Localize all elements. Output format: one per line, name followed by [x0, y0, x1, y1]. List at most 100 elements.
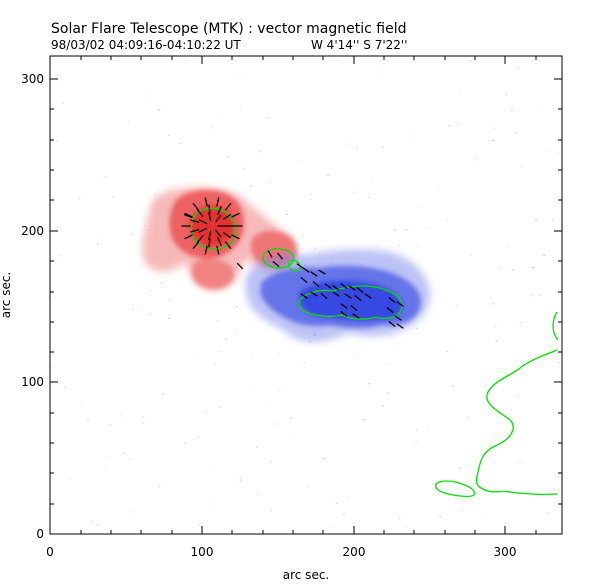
field-vector	[388, 321, 396, 327]
field-vector	[344, 293, 352, 299]
x-tick-label-0: 0	[46, 545, 54, 559]
noise-speckle	[452, 385, 455, 387]
noise-speckle	[270, 510, 272, 512]
noise-speckle	[214, 363, 217, 365]
noise-speckle	[270, 461, 272, 463]
noise-speckle	[97, 243, 99, 245]
noise-speckle	[467, 417, 470, 419]
noise-speckle	[519, 461, 521, 463]
noise-speckle	[371, 178, 373, 180]
field-vector	[192, 202, 199, 211]
noise-speckle	[239, 78, 241, 80]
field-vector	[225, 241, 232, 250]
field-vector	[217, 237, 222, 246]
y-tick-label-300: 300	[21, 72, 44, 86]
field-vector	[354, 295, 362, 301]
noise-speckle	[239, 477, 242, 479]
noise-speckle	[356, 147, 358, 149]
noise-speckle	[197, 352, 199, 354]
noise-speckle	[58, 255, 61, 257]
noise-speckle	[510, 109, 513, 111]
noise-speckle	[456, 123, 458, 125]
noise-speckle	[257, 493, 258, 495]
noise-speckle	[132, 511, 135, 513]
field-vector	[190, 229, 200, 233]
noise-speckle	[169, 300, 171, 302]
field-vector	[208, 230, 212, 240]
field-vector	[340, 283, 348, 289]
field-vector	[198, 227, 208, 233]
noise-speckle	[314, 247, 316, 249]
noise-speckle	[458, 92, 461, 94]
y-axis-title: arc sec.	[0, 272, 13, 318]
field-vector	[386, 307, 394, 313]
noise-speckle	[250, 357, 252, 359]
noise-speckle	[405, 526, 407, 528]
noise-speckle	[428, 227, 430, 229]
noise-speckle	[161, 393, 164, 395]
noise-speckle	[63, 386, 65, 388]
noise-speckle	[335, 502, 338, 504]
observation-datetime: 98/03/02 04:09:16-04:10:22 UT	[51, 38, 241, 52]
noise-speckle	[101, 239, 103, 241]
noise-speckle	[130, 233, 133, 235]
noise-speckle	[149, 289, 151, 291]
noise-speckle	[386, 363, 387, 365]
noise-speckle	[404, 229, 407, 231]
field-vector	[208, 204, 211, 214]
noise-speckle	[140, 284, 142, 285]
noise-speckle	[446, 350, 449, 352]
noise-speckle	[184, 442, 187, 444]
noise-speckle	[390, 335, 393, 337]
plot-frame	[49, 55, 563, 535]
noise-speckle	[218, 406, 221, 408]
field-vector	[352, 313, 360, 319]
noise-speckle	[394, 229, 397, 231]
noise-speckle	[548, 483, 550, 485]
x-tick-marks	[49, 56, 537, 534]
noise-speckle	[470, 254, 472, 256]
noise-speckle	[495, 340, 498, 342]
noise-speckle	[185, 60, 187, 61]
noise-speckle	[507, 245, 509, 247]
noise-speckle	[104, 469, 106, 471]
noise-speckle	[517, 394, 520, 396]
noise-speckle	[216, 320, 219, 322]
noise-speckle	[368, 383, 371, 385]
field-vector	[296, 263, 304, 269]
noise-speckle	[445, 220, 448, 222]
noise-speckle	[489, 392, 490, 393]
field-vector	[340, 311, 348, 317]
transverse-field-vectors	[181, 197, 404, 329]
noise-speckle	[81, 404, 83, 406]
noise-speckle	[439, 516, 442, 518]
noise-speckle	[552, 220, 553, 221]
noise-speckle	[109, 423, 111, 425]
noise-speckle	[438, 187, 440, 189]
noise-speckle	[276, 423, 279, 425]
field-vector	[223, 213, 232, 220]
noise-speckle	[458, 467, 461, 469]
field-vector	[277, 252, 283, 260]
noise-speckle	[417, 246, 419, 248]
noise-speckle	[494, 326, 497, 328]
field-vector	[184, 234, 193, 240]
contour-east-edge	[475, 311, 559, 496]
field-vector	[332, 291, 340, 297]
x-axis-title: arc sec.	[283, 568, 329, 582]
noise-speckle	[269, 180, 271, 182]
noise-speckle	[266, 117, 269, 119]
noise-speckle	[61, 84, 63, 86]
noise-speckle	[220, 350, 222, 352]
noise-speckle	[226, 156, 229, 158]
field-vector	[208, 238, 211, 248]
noise-speckle	[494, 436, 495, 438]
noise-speckle	[154, 194, 157, 196]
noise-speckle	[141, 239, 143, 241]
noise-speckle	[96, 524, 99, 526]
noise-speckle	[376, 71, 378, 73]
noise-speckle	[180, 143, 182, 144]
noise-speckle	[412, 135, 414, 137]
noise-speckle	[532, 266, 534, 268]
